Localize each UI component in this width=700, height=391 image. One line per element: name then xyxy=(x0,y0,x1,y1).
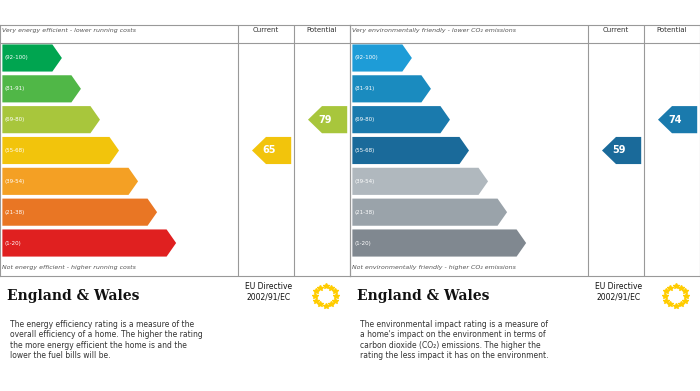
Text: D: D xyxy=(472,145,480,156)
Text: 65: 65 xyxy=(262,145,276,156)
Text: C: C xyxy=(104,115,111,125)
Text: (1-20): (1-20) xyxy=(5,240,22,246)
Text: D: D xyxy=(122,145,130,156)
Text: The environmental impact rating is a measure of
a home's impact on the environme: The environmental impact rating is a mea… xyxy=(360,320,549,360)
Text: G: G xyxy=(529,238,538,248)
Text: (81-91): (81-91) xyxy=(355,86,375,91)
Text: G: G xyxy=(179,238,188,248)
Text: (21-38): (21-38) xyxy=(5,210,25,215)
Text: Current: Current xyxy=(253,27,279,33)
Text: (69-80): (69-80) xyxy=(5,117,25,122)
Text: 59: 59 xyxy=(612,145,626,156)
Text: 79: 79 xyxy=(318,115,332,125)
Text: (92-100): (92-100) xyxy=(5,56,29,61)
Text: (69-80): (69-80) xyxy=(355,117,375,122)
Text: EU Directive
2002/91/EC: EU Directive 2002/91/EC xyxy=(595,282,642,302)
Text: (39-54): (39-54) xyxy=(5,179,25,184)
Text: (92-100): (92-100) xyxy=(355,56,379,61)
Text: 74: 74 xyxy=(668,115,682,125)
Text: A: A xyxy=(65,53,73,63)
FancyArrow shape xyxy=(308,106,347,133)
FancyArrow shape xyxy=(252,137,291,164)
FancyArrow shape xyxy=(2,45,62,72)
FancyArrow shape xyxy=(2,168,138,195)
FancyArrow shape xyxy=(658,106,697,133)
Text: Not environmentally friendly - higher CO₂ emissions: Not environmentally friendly - higher CO… xyxy=(352,265,517,270)
FancyArrow shape xyxy=(602,137,641,164)
Text: Environmental Impact (CO₂) Rating: Environmental Impact (CO₂) Rating xyxy=(360,6,606,19)
Text: E: E xyxy=(492,176,498,187)
Text: Not energy efficient - higher running costs: Not energy efficient - higher running co… xyxy=(2,265,136,270)
Text: Current: Current xyxy=(603,27,629,33)
Text: The energy efficiency rating is a measure of the
overall efficiency of a home. T: The energy efficiency rating is a measur… xyxy=(10,320,203,360)
FancyArrow shape xyxy=(352,230,526,256)
FancyArrow shape xyxy=(352,106,450,133)
Text: B: B xyxy=(85,84,92,94)
Text: F: F xyxy=(511,207,517,217)
Text: Energy Efficiency Rating: Energy Efficiency Rating xyxy=(10,6,182,19)
FancyArrow shape xyxy=(352,45,412,72)
Text: (81-91): (81-91) xyxy=(5,86,25,91)
FancyArrow shape xyxy=(352,137,469,164)
Text: (55-68): (55-68) xyxy=(5,148,25,153)
Text: (21-38): (21-38) xyxy=(355,210,375,215)
Text: (1-20): (1-20) xyxy=(355,240,372,246)
Text: B: B xyxy=(435,84,442,94)
Text: Potential: Potential xyxy=(657,27,687,33)
Text: (39-54): (39-54) xyxy=(355,179,375,184)
Text: England & Wales: England & Wales xyxy=(7,289,139,303)
FancyArrow shape xyxy=(2,75,81,102)
FancyArrow shape xyxy=(352,75,431,102)
FancyArrow shape xyxy=(2,230,176,256)
Text: Potential: Potential xyxy=(307,27,337,33)
Text: E: E xyxy=(142,176,148,187)
FancyArrow shape xyxy=(2,137,119,164)
Text: F: F xyxy=(161,207,167,217)
Text: (55-68): (55-68) xyxy=(355,148,375,153)
FancyArrow shape xyxy=(352,199,507,226)
FancyArrow shape xyxy=(2,199,157,226)
Text: A: A xyxy=(415,53,423,63)
Text: Very energy efficient - lower running costs: Very energy efficient - lower running co… xyxy=(2,28,136,33)
Text: EU Directive
2002/91/EC: EU Directive 2002/91/EC xyxy=(245,282,292,302)
Text: C: C xyxy=(454,115,461,125)
FancyArrow shape xyxy=(352,168,488,195)
Text: Very environmentally friendly - lower CO₂ emissions: Very environmentally friendly - lower CO… xyxy=(352,28,517,33)
Text: England & Wales: England & Wales xyxy=(357,289,489,303)
FancyArrow shape xyxy=(2,106,100,133)
